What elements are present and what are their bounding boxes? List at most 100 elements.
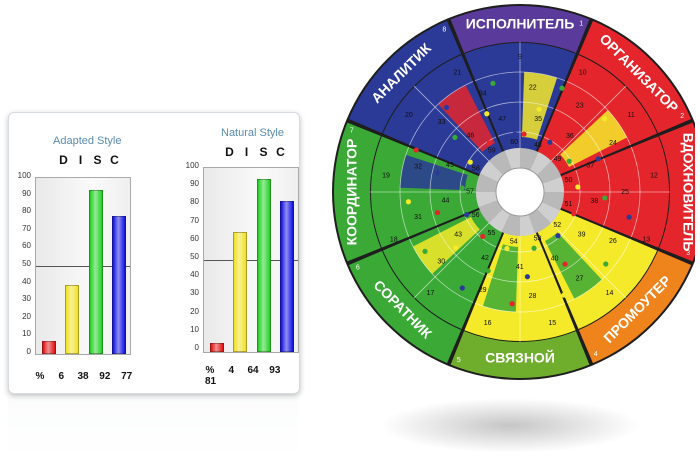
letter-c: C [110,153,119,167]
sector-number: 3 [686,250,690,257]
natural-percent-row: % 4 64 93 81 [201,365,299,387]
ring-number: 14 [606,290,614,297]
ring-number: 27 [576,275,584,282]
color-accent [438,85,496,152]
letter-d: D [59,153,68,167]
letter-s: S [93,153,102,167]
natural-y-axis: 100 90 80 70 60 50 40 30 20 10 0 [181,161,199,352]
ring-number: 25 [621,189,629,196]
marker-dot [467,159,473,165]
ring-number: 48 [534,142,542,149]
y-tick-label: 70 [190,216,199,225]
marker-dot [464,212,470,218]
color-accent [544,232,602,299]
marker-dot [422,248,428,254]
ring-number: 54 [510,238,518,245]
spoke-line [530,219,593,365]
letter-s: S [259,145,268,159]
adapted-style-title: Adapted Style [53,135,122,147]
sector-number: 4 [594,351,598,358]
marker-dot [531,245,537,251]
y-tick-label: 80 [22,206,31,215]
ring-number: 38 [591,198,599,205]
natural-chart-plot [203,167,299,353]
marker-dot [595,156,601,162]
sector-number: 7 [350,128,354,135]
y-tick-label: 40 [22,277,31,286]
bar-c [112,216,126,354]
hub-segment [488,208,510,232]
hub-segment [504,148,520,170]
adapted-chart-plot [35,177,131,355]
y-tick-label: 20 [190,307,199,316]
percent-symbol: % [35,371,45,382]
label-band-sector [450,331,590,378]
ring-number: 32 [414,164,422,171]
marker-dot [490,80,496,86]
letter-i: I [244,145,249,159]
y-tick-label: 50 [190,252,199,261]
marker-dot [459,185,465,191]
bar-s [257,179,271,352]
marker-dot [559,85,565,91]
y-tick-label: 40 [190,270,199,279]
hub-segment [480,160,504,182]
marker-dot [547,139,553,145]
ring-number: 56 [472,212,480,219]
value-s: 92 [99,371,111,382]
marker-dot [509,301,515,307]
marker-dot [566,158,572,164]
natural-style-title: Natural Style [221,127,284,139]
ring-number: 43 [454,231,462,238]
spoke-line [540,212,627,299]
marker-dot [575,184,581,190]
marker-dot [590,233,596,239]
ring-number: 12 [650,173,658,180]
marker-dot [562,261,568,267]
marker-dot [555,233,561,239]
role-label: СВЯЗНОЙ [485,349,555,366]
ring-number: 46 [467,133,475,140]
sector-number: 6 [356,264,360,271]
hub-segment [542,176,564,192]
marker-dot [453,245,459,251]
ring-number: 18 [390,237,398,244]
marker-dot [572,124,578,130]
color-accent [400,154,468,191]
marker-dot [561,292,567,298]
marker-dot [512,131,518,137]
ring-number: 59 [488,148,496,155]
bar-c [280,201,294,352]
adapted-y-axis: 100 90 80 70 60 50 40 30 20 10 0 [13,171,31,356]
ring-number: 44 [442,198,450,205]
ring-number: 47 [498,116,506,123]
ring-number: 39 [578,232,586,239]
bar-i [233,232,247,352]
ring-number: 42 [481,255,489,262]
ring-number: 31 [414,214,422,221]
spoke-line [530,19,593,165]
label-band-sector [659,122,695,262]
ring-number: 15 [548,320,556,327]
marker-dot [480,233,486,240]
ring-number: 35 [534,116,542,123]
y-tick-label: 60 [22,241,31,250]
sector-number: 1 [579,21,583,28]
ring-number: 57 [466,189,474,196]
ring-number: 16 [484,320,492,327]
marker-dot [626,214,632,220]
letter-i: I [78,153,83,167]
spoke-line [447,19,510,165]
bar-d [42,341,56,354]
role-label: ИСПОЛНИТЕЛЬ [466,16,575,32]
percent-symbol: % [205,365,215,376]
ring-number: 33 [438,119,446,126]
value-d: 4 [228,365,235,376]
marker-dot [452,134,458,140]
marker-dot [459,285,465,291]
ring-number: 55 [488,230,496,237]
value-i: 38 [77,371,89,382]
